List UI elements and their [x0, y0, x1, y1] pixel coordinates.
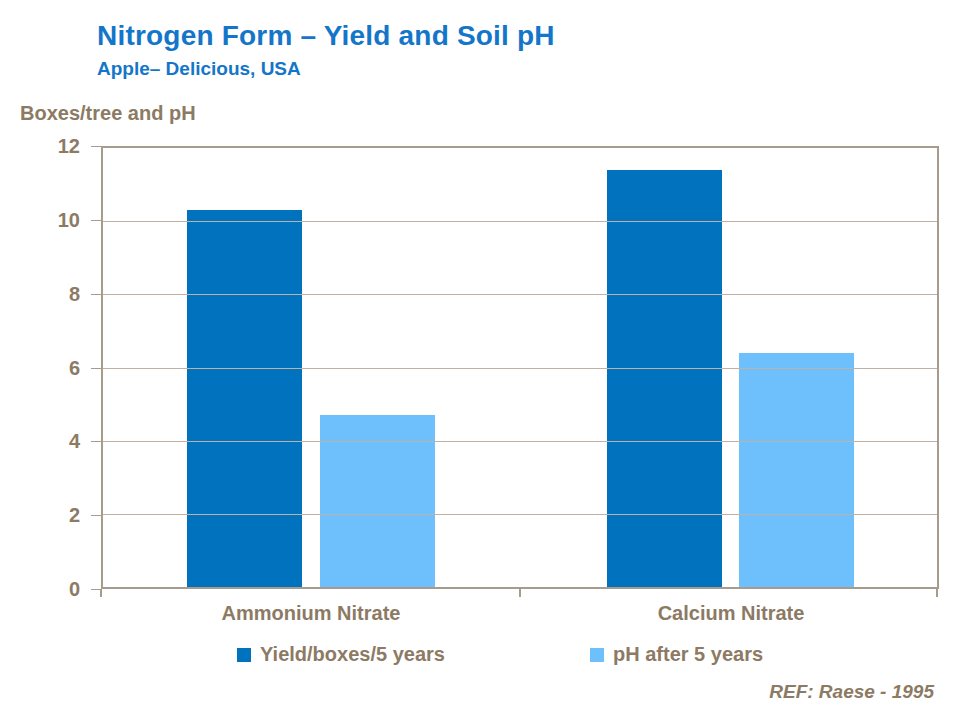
bar-yield-calcium-nitrate [607, 170, 722, 587]
gridline [103, 294, 937, 295]
legend-swatch-ph-icon [590, 648, 604, 662]
legend-label-yield: Yield/boxes/5 years [260, 643, 445, 666]
gridline [103, 221, 937, 222]
legend-label-ph: pH after 5 years [613, 643, 763, 666]
y-tick-mark [91, 294, 101, 295]
x-axis-tickmark-right [936, 589, 938, 597]
x-axis-tickmark-left [100, 589, 102, 597]
gridline [103, 514, 937, 515]
category-label-calcium-nitrate: Calcium Nitrate [581, 602, 881, 625]
chart-title: Nitrogen Form – Yield and Soil pH [97, 20, 555, 52]
legend-item-yield: Yield/boxes/5 years [237, 643, 445, 666]
bar-yield-ammonium-nitrate [187, 210, 302, 587]
y-tick-mark [91, 146, 101, 147]
y-tick-label: 4 [10, 430, 80, 452]
bar-ph-calcium-nitrate [739, 353, 854, 587]
y-tick-label: 2 [10, 504, 80, 526]
y-tick-label: 8 [10, 283, 80, 305]
y-tick-label: 12 [10, 135, 80, 157]
y-tick-label: 0 [10, 578, 80, 600]
x-axis-tickmark-middle [519, 589, 521, 597]
y-tick-mark [91, 441, 101, 442]
legend-item-ph: pH after 5 years [590, 643, 763, 666]
gridline [103, 368, 937, 369]
y-axis-tickmarks [91, 146, 101, 589]
y-axis-title: Boxes/tree and pH [20, 102, 196, 125]
legend-swatch-yield-icon [237, 648, 251, 662]
slide: Nitrogen Form – Yield and Soil pH Apple–… [0, 0, 960, 720]
category-label-ammonium-nitrate: Ammonium Nitrate [161, 602, 461, 625]
y-tick-mark [91, 220, 101, 221]
y-tick-mark [91, 515, 101, 516]
chart-subtitle: Apple– Delicious, USA [97, 58, 301, 80]
gridline [103, 441, 937, 442]
y-tick-label: 6 [10, 357, 80, 379]
y-tick-label: 10 [10, 209, 80, 231]
reference-text: REF: Raese - 1995 [769, 681, 934, 703]
y-tick-mark [91, 368, 101, 369]
y-axis: 024681012 [0, 146, 80, 589]
plot-area [101, 146, 939, 589]
